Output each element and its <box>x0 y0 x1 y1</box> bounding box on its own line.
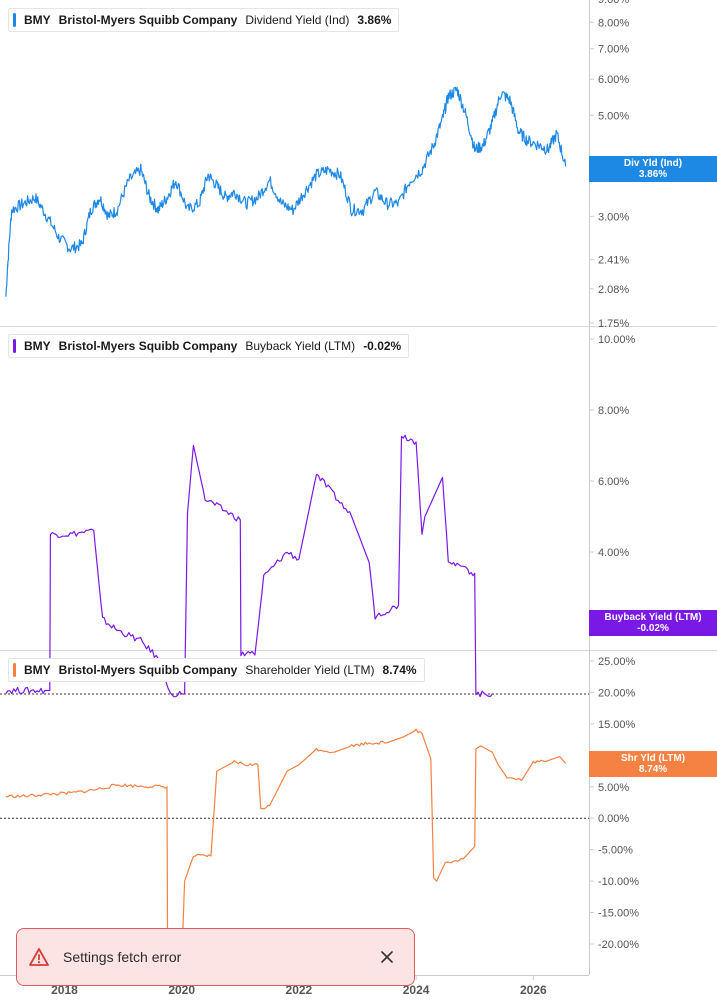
legend-ticker: BMY <box>24 339 51 353</box>
y-tick-label: -5.00% <box>598 845 633 857</box>
y-tick-label: 5.00% <box>598 110 629 122</box>
legend-ticker: BMY <box>24 663 51 677</box>
x-tick-label: 2026 <box>520 983 547 997</box>
buyback-series-line <box>5 434 493 698</box>
y-tick-label: 7.00% <box>598 44 629 56</box>
y-tick-label: 4.00% <box>598 547 629 559</box>
legend-value: 8.74% <box>382 663 417 677</box>
x-tick-label: 2020 <box>168 983 195 997</box>
y-tick-label: 2.41% <box>598 255 629 267</box>
shareholder-value-tag: Shr Yld (LTM) 8.74% <box>589 751 717 777</box>
error-toast: Settings fetch error <box>16 928 415 986</box>
legend-metric: Dividend Yield (Ind) <box>245 13 350 27</box>
close-icon[interactable] <box>380 950 394 964</box>
y-tick-label: 10.00% <box>598 334 636 346</box>
y-tick-label: -10.00% <box>598 876 639 888</box>
legend-company: Bristol-Myers Squibb Company <box>58 663 238 677</box>
buyback-value-tag: Buyback Yield (LTM) -0.02% <box>589 610 717 636</box>
dividend-legend[interactable]: BMY Bristol-Myers Squibb Company Dividen… <box>8 8 400 32</box>
tag-label: Buyback Yield (LTM) <box>604 612 702 623</box>
buyback-legend[interactable]: BMY Bristol-Myers Squibb Company Buyback… <box>8 334 410 358</box>
tag-label: Div Yld (Ind) <box>623 158 683 169</box>
x-tick-label: 2022 <box>286 983 313 997</box>
shareholder-legend[interactable]: BMY Bristol-Myers Squibb Company Shareho… <box>8 658 425 682</box>
y-tick-label: 25.00% <box>598 656 636 668</box>
y-tick-label: 6.00% <box>598 476 629 488</box>
y-tick-label: -15.00% <box>598 908 639 920</box>
tag-value: -0.02% <box>637 623 669 634</box>
legend-metric: Buyback Yield (LTM) <box>245 339 356 353</box>
y-tick-label: 2.08% <box>598 284 629 296</box>
x-tick-label: 2024 <box>403 983 430 997</box>
y-tick-label: 8.00% <box>598 17 629 29</box>
tag-value: 3.86% <box>638 169 668 180</box>
y-tick-label: 6.00% <box>598 74 629 86</box>
toast-message: Settings fetch error <box>63 949 182 965</box>
y-tick-label: 0.00% <box>598 813 629 825</box>
tag-value: 8.74% <box>638 764 668 775</box>
dividend-series-line <box>5 86 567 297</box>
y-tick-label: 9.00% <box>598 0 629 6</box>
buyback-legend-swatch <box>13 339 16 353</box>
tag-label: Shr Yld (LTM) <box>620 753 686 764</box>
warning-icon <box>29 948 49 966</box>
y-tick-label: 8.00% <box>598 405 629 417</box>
y-tick-label: -20.00% <box>598 939 639 951</box>
legend-metric: Shareholder Yield (LTM) <box>245 663 375 677</box>
legend-value: -0.02% <box>363 339 402 353</box>
shareholder-legend-swatch <box>13 663 16 677</box>
legend-company: Bristol-Myers Squibb Company <box>58 339 238 353</box>
y-tick-label: 15.00% <box>598 719 636 731</box>
legend-value: 3.86% <box>357 13 392 27</box>
shareholder-series-line <box>5 728 567 965</box>
y-tick-label: 1.75% <box>598 318 629 330</box>
y-tick-label: 20.00% <box>598 687 636 699</box>
x-tick-label: 2018 <box>51 983 78 997</box>
y-tick-label: 5.00% <box>598 782 629 794</box>
legend-company: Bristol-Myers Squibb Company <box>58 13 238 27</box>
legend-ticker: BMY <box>24 13 51 27</box>
dividend-legend-swatch <box>13 13 16 27</box>
dividend-value-tag: Div Yld (Ind) 3.86% <box>589 156 717 182</box>
y-tick-label: 3.00% <box>598 211 629 223</box>
